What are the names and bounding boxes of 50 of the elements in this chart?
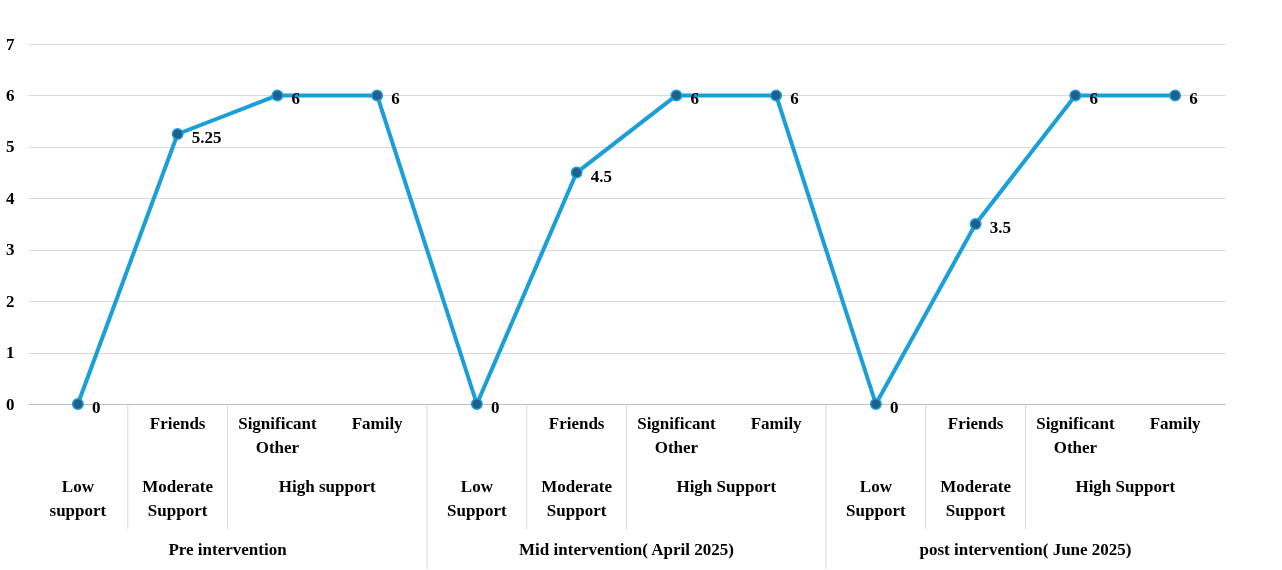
data-label: 4.5 — [590, 166, 612, 186]
x-tick-label: Family — [1149, 414, 1202, 433]
point — [1069, 89, 1082, 102]
point — [869, 398, 882, 410]
data-label: 0 — [91, 398, 101, 417]
text: High support — [278, 477, 376, 496]
text: post intervention( June 2025) — [919, 540, 1132, 559]
data-label: 6 — [391, 89, 400, 109]
text: Low support — [49, 477, 107, 520]
y-tick-label: 4 — [6, 188, 15, 208]
point — [171, 128, 184, 140]
text: High Support — [1075, 477, 1176, 496]
x-tick-label: Family — [351, 414, 404, 433]
data-label: 0 — [889, 398, 899, 417]
point — [470, 398, 483, 410]
point — [371, 89, 384, 102]
point — [770, 89, 783, 102]
text: Pre intervention — [168, 540, 288, 559]
text: High Support — [676, 477, 777, 496]
data-label: 6 — [790, 89, 799, 109]
text: Low Support — [447, 477, 507, 520]
text: Moderate Support — [940, 477, 1012, 520]
point — [271, 89, 284, 102]
text: Mid intervention( April 2025) — [519, 540, 734, 559]
x-tick-label: Friends — [548, 414, 605, 433]
point — [71, 398, 84, 410]
x-tick-label: Friends — [149, 414, 206, 433]
point — [570, 166, 583, 179]
point — [969, 218, 982, 230]
y-tick-label: 5 — [6, 137, 15, 157]
x-tick-label: Friends — [947, 414, 1004, 433]
text: Low Support — [846, 477, 906, 520]
data-label: 5.25 — [191, 128, 222, 147]
y-tick-label: 2 — [6, 291, 15, 311]
y-tick-label: 3 — [6, 240, 15, 260]
x-tick-label: Family — [750, 414, 803, 433]
point — [1169, 89, 1182, 102]
x-tick-label: Significant Other — [1036, 414, 1115, 457]
y-tick-label: 6 — [6, 85, 15, 105]
y-tick-label: 7 — [6, 34, 15, 54]
x-tick-label: Significant Other — [238, 414, 317, 457]
data-label: 3.5 — [989, 218, 1011, 237]
text: Moderate Support — [541, 477, 613, 520]
data-label: 0 — [490, 398, 500, 417]
x-tick-label: Significant Other — [637, 414, 716, 457]
point — [670, 89, 683, 102]
data-label: 6 — [1189, 89, 1198, 109]
text: Moderate Support — [142, 477, 214, 520]
y-tick-label: 0 — [6, 394, 15, 414]
y-tick-label: 1 — [6, 343, 15, 363]
